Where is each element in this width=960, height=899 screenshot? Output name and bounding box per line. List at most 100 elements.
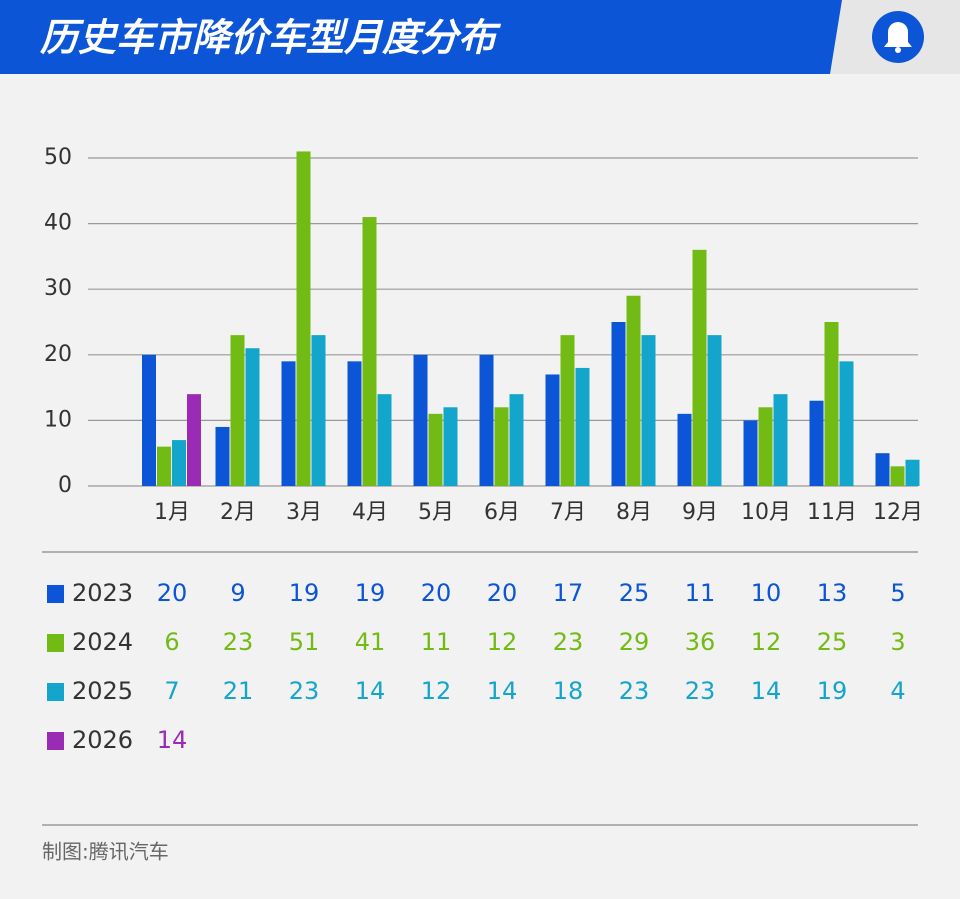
bar (677, 413, 692, 486)
x-tick-label: 3月 (286, 500, 322, 525)
x-tick-label: 2月 (220, 500, 256, 525)
value-label: 12 (421, 677, 452, 705)
value-label: 11 (685, 579, 716, 607)
y-tick-label: 40 (44, 211, 72, 236)
value-label: 41 (355, 628, 386, 656)
value-label: 23 (553, 628, 584, 656)
bar (187, 394, 201, 486)
bar (311, 335, 326, 486)
value-label: 13 (817, 579, 848, 607)
value-label: 21 (223, 677, 254, 705)
y-tick-label: 0 (58, 473, 72, 498)
value-label: 5 (890, 579, 905, 607)
bar (743, 420, 758, 486)
x-tick-label: 10月 (741, 500, 791, 525)
bar (545, 374, 560, 486)
bar (347, 361, 362, 486)
bar (428, 413, 443, 486)
bar (626, 295, 641, 486)
value-label: 7 (164, 677, 179, 705)
bar (245, 348, 260, 486)
legend-label: 2024 (72, 628, 133, 656)
bar (905, 459, 920, 486)
bar (611, 322, 626, 486)
bar (172, 440, 186, 486)
value-label: 23 (685, 677, 716, 705)
value-label: 4 (890, 677, 905, 705)
bar (479, 354, 494, 486)
value-label: 19 (289, 579, 320, 607)
bar (875, 453, 890, 486)
bar (443, 407, 458, 486)
x-tick-label: 11月 (807, 500, 857, 525)
value-label: 18 (553, 677, 584, 705)
value-label: 19 (817, 677, 848, 705)
x-tick-label: 4月 (352, 500, 388, 525)
bar (281, 361, 296, 486)
bar (773, 394, 788, 486)
x-tick-label: 9月 (682, 500, 718, 525)
bar (296, 151, 311, 486)
bar (839, 361, 854, 486)
value-label: 17 (553, 579, 584, 607)
bar (707, 335, 722, 486)
value-label: 23 (289, 677, 320, 705)
chart-title: 历史车市降价车型月度分布 (40, 16, 502, 60)
x-tick-label: 1月 (154, 500, 190, 525)
x-tick-label: 8月 (616, 500, 652, 525)
legend-swatch (47, 732, 64, 750)
value-label: 36 (685, 628, 716, 656)
logo (872, 11, 924, 63)
value-label: 12 (487, 628, 518, 656)
bar (377, 394, 392, 486)
bar (142, 354, 156, 486)
y-tick-label: 50 (44, 145, 72, 170)
bar (692, 249, 707, 486)
value-label: 23 (223, 628, 254, 656)
bar (494, 407, 509, 486)
value-label: 20 (421, 579, 452, 607)
bar (575, 367, 590, 486)
y-tick-label: 30 (44, 276, 72, 301)
value-label: 11 (421, 628, 452, 656)
y-tick-label: 20 (44, 342, 72, 367)
value-label: 25 (817, 628, 848, 656)
bar (215, 426, 230, 486)
value-label: 19 (355, 579, 386, 607)
value-label: 20 (487, 579, 518, 607)
value-label: 10 (751, 579, 782, 607)
x-tick-label: 6月 (484, 500, 520, 525)
credit: 制图:腾讯汽车 (42, 840, 169, 864)
legend-label: 2025 (72, 677, 133, 705)
bar (362, 217, 377, 487)
value-label: 6 (164, 628, 179, 656)
value-label: 20 (157, 579, 188, 607)
y-tick-label: 10 (44, 407, 72, 432)
value-label: 25 (619, 579, 650, 607)
header-band (0, 0, 842, 74)
value-label: 12 (751, 628, 782, 656)
bar (413, 354, 428, 486)
value-label: 14 (355, 677, 386, 705)
bar (809, 400, 824, 486)
legend-swatch (47, 585, 64, 603)
value-label: 9 (230, 579, 245, 607)
bar (509, 394, 524, 486)
bar (230, 335, 245, 486)
value-label: 14 (157, 726, 188, 754)
bar (758, 407, 773, 486)
legend-label: 2026 (72, 726, 133, 754)
value-label: 14 (751, 677, 782, 705)
legend-swatch (47, 683, 64, 701)
value-label: 51 (289, 628, 320, 656)
x-tick-label: 5月 (418, 500, 454, 525)
legend-swatch (47, 634, 64, 652)
legend-label: 2023 (72, 579, 133, 607)
value-label: 29 (619, 628, 650, 656)
x-tick-label: 7月 (550, 500, 586, 525)
bar (560, 335, 575, 486)
bar (824, 322, 839, 486)
value-label: 3 (890, 628, 905, 656)
value-label: 23 (619, 677, 650, 705)
